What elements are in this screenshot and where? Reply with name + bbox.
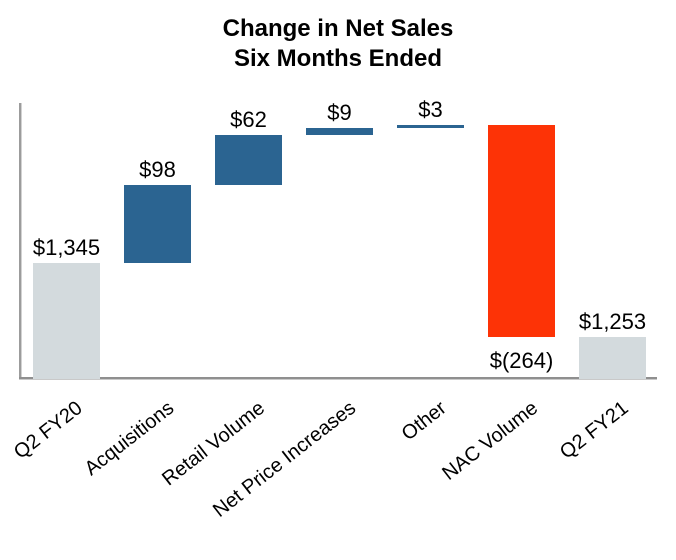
- bar-q2-fy21: [579, 336, 646, 379]
- chart-title-line-2: Six Months Ended: [233, 45, 442, 72]
- value-label-other: $3: [418, 97, 443, 123]
- value-label-q2-fy20: $1,345: [32, 235, 101, 260]
- bar-nac-volume: [488, 125, 555, 337]
- value-label-retail-volume: $62: [230, 107, 267, 132]
- value-label-q2-fy21: $1,253: [578, 308, 647, 334]
- x-axis-label-q2-fy21: Q2 FY21: [556, 397, 634, 464]
- x-axis-label-other: Other: [398, 397, 452, 446]
- x-axis-label-q2-fy20: Q2 FY20: [10, 397, 88, 464]
- value-label-nac-volume: $(264): [489, 347, 554, 373]
- bar-other: [397, 125, 464, 128]
- y-axis-line: [19, 103, 22, 379]
- bar-q2-fy20: [33, 263, 100, 379]
- x-axis-label-nac-volume: NAC Volume: [438, 397, 543, 485]
- chart-title: Change in Net Sales Six Months Ended: [0, 14, 676, 74]
- value-label-acquisitions: $98: [139, 156, 176, 182]
- value-label-net-price-increases: $9: [327, 99, 352, 125]
- bar-retail-volume: [215, 135, 282, 185]
- x-axis-line: [19, 377, 657, 380]
- chart-title-line-1: Change in Net Sales: [222, 15, 454, 42]
- bar-net-price-increases: [306, 127, 373, 135]
- bar-acquisitions: [124, 184, 191, 263]
